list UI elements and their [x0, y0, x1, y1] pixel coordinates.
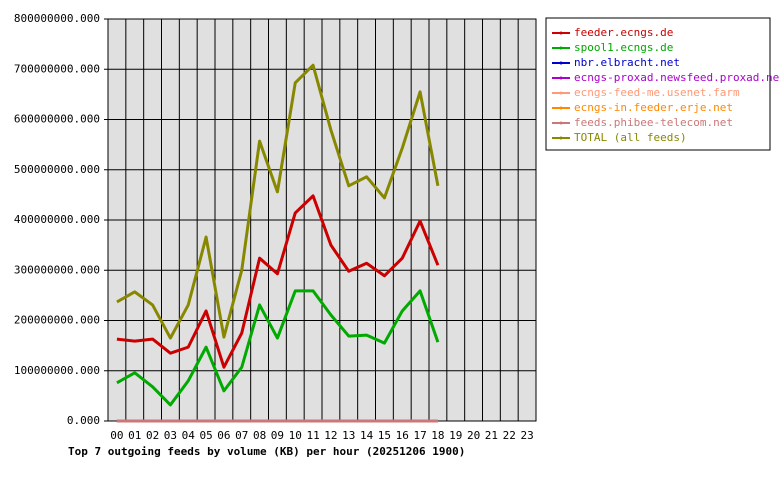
x-tick-label: 20 — [467, 429, 480, 442]
legend-marker — [559, 91, 563, 95]
y-tick-label: 0.000 — [67, 414, 100, 427]
y-tick-label: 100000000.000 — [14, 364, 100, 377]
x-tick-label: 06 — [217, 429, 230, 442]
legend-marker — [559, 136, 563, 140]
legend-label: ecngs-in.feeder.erje.net — [574, 101, 733, 114]
y-tick-label: 500000000.000 — [14, 163, 100, 176]
legend-marker — [559, 76, 563, 80]
x-tick-label: 23 — [520, 429, 533, 442]
x-tick-label: 07 — [235, 429, 248, 442]
legend-label: TOTAL (all feeds) — [574, 131, 687, 144]
x-tick-label: 12 — [324, 429, 337, 442]
x-tick-label: 19 — [449, 429, 462, 442]
series-line — [116, 63, 440, 340]
legend-label: nbr.elbracht.net — [574, 56, 680, 69]
legend-marker — [559, 106, 563, 110]
x-tick-label: 21 — [485, 429, 498, 442]
x-tick-label: 11 — [306, 429, 319, 442]
x-tick-label: 18 — [431, 429, 444, 442]
x-tick-label: 02 — [146, 429, 159, 442]
legend-label: ecngs-proxad.newsfeed.proxad.net — [574, 71, 780, 84]
legend-label: feeder.ecngs.de — [574, 26, 673, 39]
legend-marker — [559, 46, 563, 50]
legend — [545, 17, 771, 151]
x-tick-label: 05 — [199, 429, 212, 442]
x-tick-label: 16 — [396, 429, 409, 442]
x-tick-label: 09 — [271, 429, 284, 442]
legend-marker — [559, 61, 563, 65]
x-tick-label: 08 — [253, 429, 266, 442]
legend-label: feeds.phibee-telecom.net — [574, 116, 733, 129]
x-tick-label: 01 — [128, 429, 141, 442]
x-tick-label: 17 — [413, 429, 426, 442]
legend-marker — [559, 31, 563, 35]
y-tick-label: 800000000.000 — [14, 12, 100, 25]
x-tick-label: 04 — [182, 429, 196, 442]
x-tick-label: 15 — [378, 429, 391, 442]
x-tick-label: 13 — [342, 429, 355, 442]
y-tick-label: 200000000.000 — [14, 314, 100, 327]
series-line — [116, 194, 440, 369]
series-line — [116, 289, 440, 407]
x-tick-label: 22 — [503, 429, 516, 442]
legend-label: ecngs-feed-me.usenet.farm — [574, 86, 740, 99]
x-tick-label: 03 — [164, 429, 177, 442]
y-tick-label: 300000000.000 — [14, 263, 100, 276]
x-tick-label: 10 — [289, 429, 302, 442]
x-tick-label: 00 — [110, 429, 123, 442]
legend-marker — [559, 121, 563, 125]
y-tick-label: 700000000.000 — [14, 62, 100, 75]
y-tick-label: 600000000.000 — [14, 113, 100, 126]
chart-title: Top 7 outgoing feeds by volume (KB) per … — [68, 445, 465, 458]
y-tick-label: 400000000.000 — [14, 213, 100, 226]
legend-label: spool1.ecngs.de — [574, 41, 673, 54]
x-tick-label: 14 — [360, 429, 374, 442]
